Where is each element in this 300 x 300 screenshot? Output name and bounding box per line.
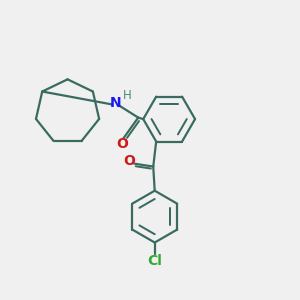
- Text: O: O: [124, 154, 136, 168]
- Text: N: N: [110, 96, 122, 110]
- Text: Cl: Cl: [147, 254, 162, 268]
- Text: H: H: [123, 89, 131, 102]
- Text: O: O: [116, 136, 128, 151]
